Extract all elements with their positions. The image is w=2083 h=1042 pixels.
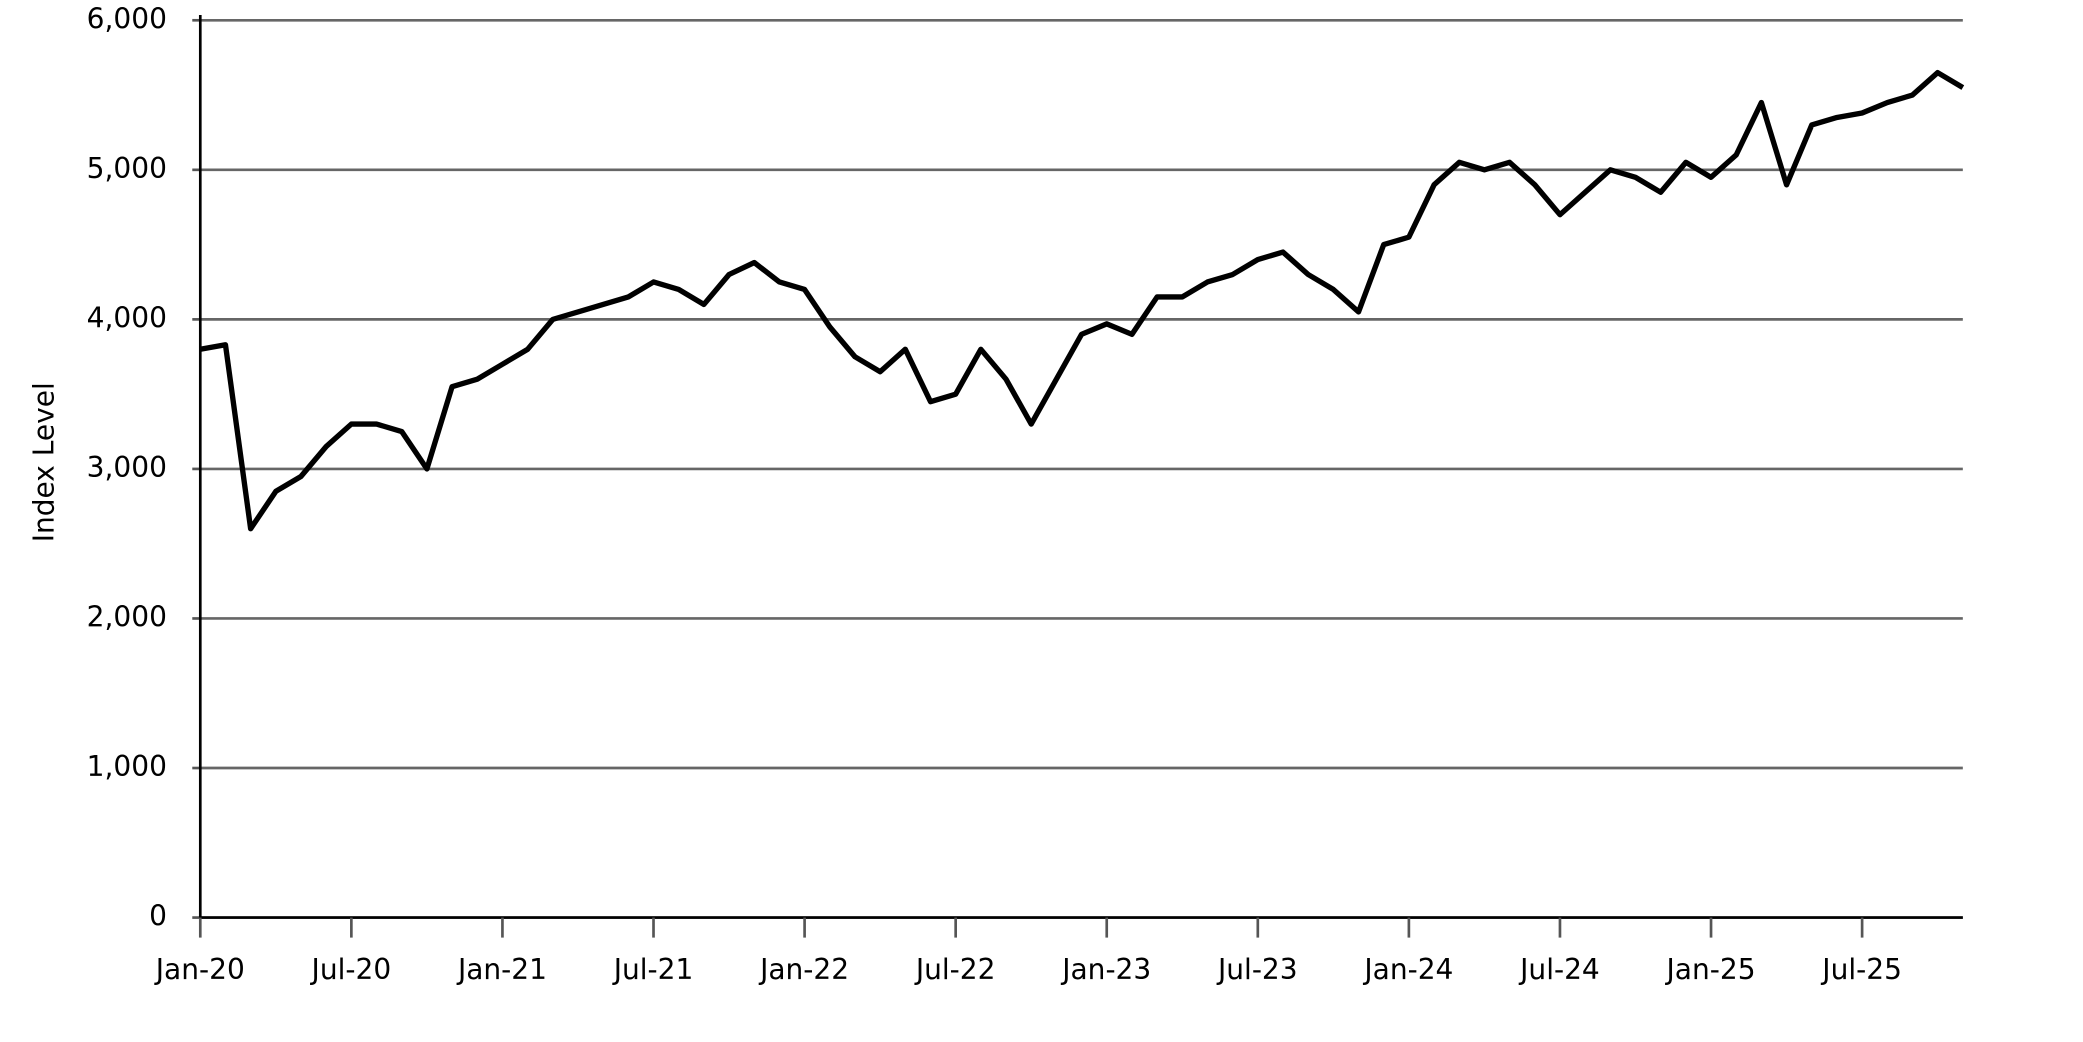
x-tick-label: Jul-23 [1216,953,1298,986]
x-tick-label: Jul-21 [612,953,694,986]
y-tick-label: 3,000 [87,451,167,484]
x-tick-label: Jul-24 [1518,953,1600,986]
y-tick-label: 4,000 [87,301,167,334]
x-tick-label: Jan-25 [1665,953,1756,986]
y-axis-label: Index Level [27,382,60,542]
x-tick-label: Jan-24 [1362,953,1453,986]
y-tick-label: 5,000 [87,152,167,185]
x-tick-label: Jul-25 [1820,953,1902,986]
x-tick-label: Jan-21 [456,953,547,986]
y-tick-label: 1,000 [87,750,167,783]
y-tick-label: 0 [149,900,167,933]
x-tick-label: Jul-20 [310,953,392,986]
x-tick-label: Jul-22 [914,953,996,986]
x-tick-label: Jan-20 [154,953,245,986]
line [199,69,1965,532]
x-tick-label: Jan-23 [1060,953,1151,986]
x-tick-label: Jan-22 [758,953,849,986]
y-tick-label: 2,000 [87,600,167,633]
y-tick-label: 6,000 [87,2,167,35]
